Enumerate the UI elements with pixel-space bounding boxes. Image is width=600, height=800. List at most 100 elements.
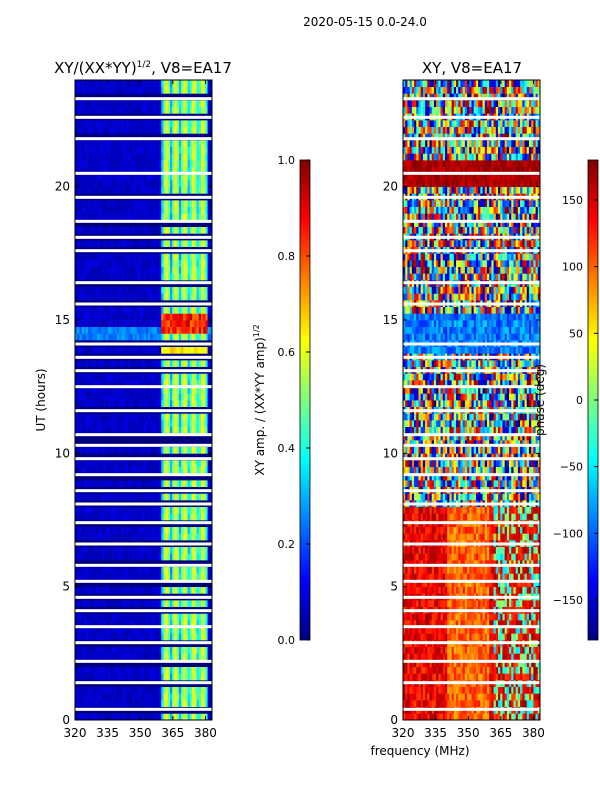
heatmap-cell — [207, 400, 211, 408]
heatmap-cell — [114, 480, 118, 488]
heatmap-cell — [192, 320, 195, 328]
heatmap-cell — [203, 666, 206, 674]
heatmap-cell — [97, 480, 100, 488]
heatmap-cell — [181, 226, 184, 234]
heatmap-cell — [83, 306, 87, 314]
heatmap-cell — [187, 373, 191, 381]
heatmap-cell — [192, 713, 195, 721]
heatmap-cell — [194, 460, 197, 468]
heatmap-cell — [110, 226, 113, 234]
heatmap-cell — [161, 386, 164, 394]
heatmap-cell — [90, 433, 94, 441]
heatmap-cell — [196, 413, 200, 421]
heatmap-cell — [130, 573, 133, 581]
heatmap-cell — [134, 473, 138, 481]
heatmap-cell — [207, 620, 211, 628]
heatmap-cell — [139, 700, 142, 708]
heatmap-cell — [152, 386, 155, 394]
heatmap-cell — [97, 660, 100, 668]
heatmap-cell — [130, 506, 133, 514]
heatmap-cell — [103, 260, 107, 268]
heatmap-cell — [112, 626, 116, 634]
heatmap-cell — [119, 206, 122, 214]
heatmap-cell — [178, 393, 182, 401]
heatmap-cell — [178, 266, 182, 274]
heatmap-cell — [145, 313, 149, 321]
heatmap-cell — [194, 326, 197, 334]
heatmap-cell — [145, 526, 149, 534]
heatmap-cell — [130, 460, 133, 468]
heatmap-cell — [170, 360, 173, 368]
heatmap-cell — [156, 320, 160, 328]
heatmap-cell — [75, 326, 78, 334]
heatmap-cell — [90, 293, 94, 301]
heatmap-cell — [165, 460, 169, 468]
heatmap-cell — [161, 206, 164, 214]
heatmap-cell — [105, 666, 109, 674]
heatmap-cell — [128, 460, 131, 468]
heatmap-cell — [103, 200, 107, 208]
heatmap-cell — [174, 493, 177, 501]
heatmap-cell — [200, 526, 204, 534]
heatmap-cell — [185, 266, 189, 274]
heatmap-cell — [141, 380, 144, 388]
heatmap-cell — [209, 413, 213, 421]
heatmap-cell — [81, 326, 85, 334]
heatmap-cell — [97, 546, 100, 554]
heatmap-cell — [105, 333, 109, 341]
heatmap-cell — [176, 506, 180, 514]
heatmap-cell — [203, 466, 206, 474]
heatmap-cell — [132, 600, 136, 608]
heatmap-cell — [196, 326, 200, 334]
heatmap-cell — [114, 346, 118, 354]
heatmap-cell — [88, 306, 91, 314]
heatmap-cell — [152, 306, 155, 314]
heatmap-cell — [77, 213, 80, 221]
heatmap-cell — [112, 600, 116, 608]
heatmap-cell — [99, 320, 102, 328]
heatmap-cell — [121, 700, 124, 708]
heatmap-cell — [209, 533, 213, 541]
heatmap-cell — [147, 273, 151, 281]
heatmap-cell — [114, 566, 118, 574]
heatmap-cell — [178, 306, 182, 314]
heatmap-cell — [189, 506, 193, 514]
heatmap-cell — [207, 580, 211, 588]
heatmap-cell — [196, 600, 200, 608]
heatmap-cell — [196, 200, 200, 208]
heatmap-cell — [172, 686, 175, 694]
heatmap-cell — [90, 273, 94, 281]
heatmap-cell — [145, 420, 149, 428]
heatmap-cell — [130, 666, 133, 674]
heatmap-cell — [158, 260, 162, 268]
heatmap-cell — [143, 186, 147, 194]
heatmap-cell — [200, 373, 204, 381]
heatmap-cell — [119, 180, 122, 188]
heatmap-cell — [86, 373, 89, 381]
heatmap-cell — [130, 613, 133, 621]
heatmap-cell — [200, 646, 204, 654]
heatmap-cell — [90, 613, 94, 621]
heatmap-cell — [187, 326, 191, 334]
heatmap-cell — [77, 386, 80, 394]
heatmap-cell — [103, 373, 107, 381]
heatmap-cell — [156, 673, 160, 681]
heatmap-cell — [176, 213, 180, 221]
heatmap-cell — [83, 326, 87, 334]
heatmap-cell — [110, 186, 113, 194]
heatmap-cell — [192, 200, 195, 208]
heatmap-cell — [163, 586, 166, 594]
heatmap-cell — [154, 440, 158, 448]
heatmap-cell — [116, 566, 120, 574]
heatmap-cell — [134, 580, 138, 588]
heatmap-cell — [152, 313, 155, 321]
heatmap-cell — [88, 566, 91, 574]
heatmap-cell — [189, 293, 193, 301]
heatmap-cell — [112, 580, 116, 588]
heatmap-cell — [139, 333, 142, 341]
heatmap-cell — [110, 306, 113, 314]
heatmap-cell — [194, 420, 197, 428]
heatmap-cell — [108, 546, 111, 554]
heatmap-cell — [207, 546, 211, 554]
heatmap-cell — [185, 253, 189, 261]
